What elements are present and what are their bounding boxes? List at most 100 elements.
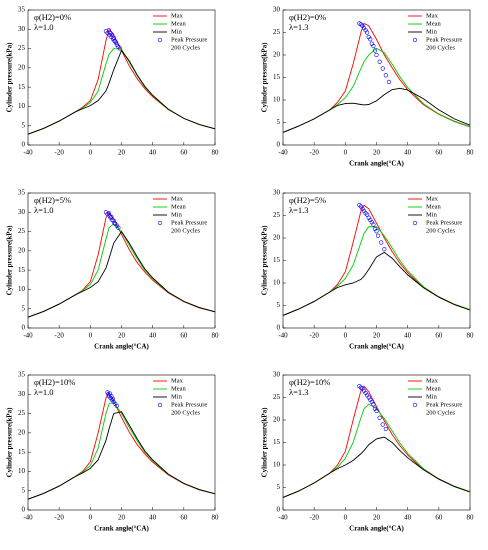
series-line (282, 251, 471, 316)
legend-label: Min (171, 28, 183, 35)
peak-point (117, 46, 123, 51)
x-tick-label: -40 (278, 149, 288, 157)
x-tick-label: -40 (23, 332, 33, 340)
annotation: φ(H2)=0% (34, 12, 71, 22)
subplot: 0 5 10 15 20 25 30 -40 -20 0 20 40 60 80 Cylinder pres… (261, 189, 474, 351)
x-tick-label: -20 (309, 149, 319, 157)
x-tick-label: 40 (404, 332, 412, 340)
y-axis-label: Cylinder pressure(kPa) (6, 42, 14, 112)
legend-symbol (412, 402, 418, 408)
peak-point (380, 66, 385, 71)
x-tick-label: 0 (344, 514, 348, 522)
peak-point (374, 229, 379, 234)
annotation: λ=1.0 (34, 22, 54, 32)
subplot: 0 5 10 15 20 25 30 -40 -20 0 20 40 60 80 Cylinder pres… (261, 6, 474, 168)
subplot: 0 5 10 15 20 25 30 35 -40 -20 0 20 40 60 80 Cylinder pr… (6, 371, 219, 533)
subplot: 0 5 10 15 20 25 30 35 -40 -20 0 20 40 60 80 Cylinder pr… (6, 6, 219, 157)
legend-label: Min (426, 28, 438, 35)
subplot: 0 5 10 15 20 25 30 -40 -20 0 20 40 60 80 Cylinder pres… (261, 371, 474, 533)
peak-point (110, 396, 116, 402)
x-tick-label: -40 (278, 332, 288, 340)
annotation: λ=1.3 (289, 387, 309, 397)
legend-label: Peak Pressure (426, 219, 462, 226)
x-tick-label: 80 (467, 514, 475, 522)
y-tick-label: 20 (18, 63, 26, 71)
legend-label: Peak Pressure (426, 401, 462, 408)
x-tick-label: 40 (404, 149, 412, 157)
series-line (27, 411, 216, 500)
y-tick-label: 25 (273, 211, 281, 219)
peak-point (374, 408, 379, 414)
legend-note: 200 Cycles (171, 409, 201, 416)
x-tick-label: 60 (435, 149, 443, 157)
annotation: φ(H2)=0% (289, 12, 326, 22)
x-tick-label: 20 (373, 149, 381, 157)
peak-point (375, 233, 381, 238)
peak-point (105, 390, 110, 395)
x-tick-label: 0 (89, 332, 93, 340)
y-axis-label: Cylinder pressure(kPa) (261, 225, 269, 295)
legend-label: Mean (426, 203, 442, 210)
legend-label: Min (171, 393, 183, 400)
x-tick-label: 80 (212, 514, 220, 522)
y-tick-label: 10 (273, 279, 281, 287)
peak-point (109, 214, 114, 220)
annotation: φ(H2)=5% (34, 195, 71, 205)
y-tick-label: 20 (18, 428, 26, 436)
y-tick-label: 10 (273, 461, 281, 469)
y-tick-label: 35 (18, 189, 26, 197)
x-tick-label: 60 (180, 332, 188, 340)
x-tick-label: 60 (435, 332, 443, 340)
legend-label: Mean (171, 20, 187, 27)
annotation: λ=1.3 (289, 205, 309, 215)
peak-point (365, 30, 370, 35)
plot-frame (282, 9, 471, 146)
peak-point (371, 402, 376, 407)
x-tick-label: 20 (118, 514, 126, 522)
peak-point (111, 35, 116, 40)
peak-point (377, 415, 382, 420)
y-tick-label: 5 (277, 301, 281, 309)
series-line (282, 226, 471, 316)
x-axis-label: Crank angle(°CA) (94, 343, 149, 351)
y-tick-label: 20 (273, 416, 281, 424)
peak-point (377, 59, 382, 64)
x-axis-label: Crank angle(°CA) (94, 525, 149, 533)
y-tick-label: 20 (18, 246, 26, 254)
legend-label: Max (426, 12, 439, 19)
legend-label: Min (171, 211, 183, 218)
series-line (27, 49, 216, 135)
x-axis-label: Crank angle(°CA) (349, 343, 404, 351)
legend-label: Max (171, 195, 184, 202)
annotation: λ=1.0 (34, 387, 54, 397)
x-axis-label: Crank angle(°CA) (349, 160, 404, 168)
peak-point (114, 403, 119, 408)
x-tick-label: 80 (212, 332, 220, 340)
plot-frame (27, 374, 216, 511)
y-tick-label: 30 (273, 6, 281, 14)
peak-point (386, 79, 392, 85)
y-tick-label: 25 (18, 409, 26, 417)
y-tick-label: 15 (18, 266, 26, 274)
legend-symbol (157, 37, 163, 43)
x-tick-label: -40 (23, 514, 33, 522)
y-tick-label: 0 (277, 141, 281, 149)
y-tick-label: 30 (273, 371, 281, 379)
series-line (282, 47, 471, 133)
x-tick-label: 60 (435, 514, 443, 522)
x-tick-label: 60 (180, 149, 188, 157)
y-tick-label: 0 (277, 324, 281, 332)
y-tick-label: 30 (18, 390, 26, 398)
annotation: λ=1.3 (289, 22, 309, 32)
annotation: λ=1.0 (34, 205, 54, 215)
x-tick-label: 0 (89, 149, 93, 157)
peak-point (383, 426, 388, 432)
legend-label: Mean (426, 385, 442, 392)
y-tick-label: 30 (273, 189, 281, 197)
x-tick-label: 80 (212, 149, 220, 157)
y-tick-label: 35 (18, 6, 26, 14)
y-axis-label: Cylinder pressure(kPa) (6, 225, 14, 295)
legend-note: 200 Cycles (171, 227, 201, 234)
y-tick-label: 15 (273, 256, 281, 264)
